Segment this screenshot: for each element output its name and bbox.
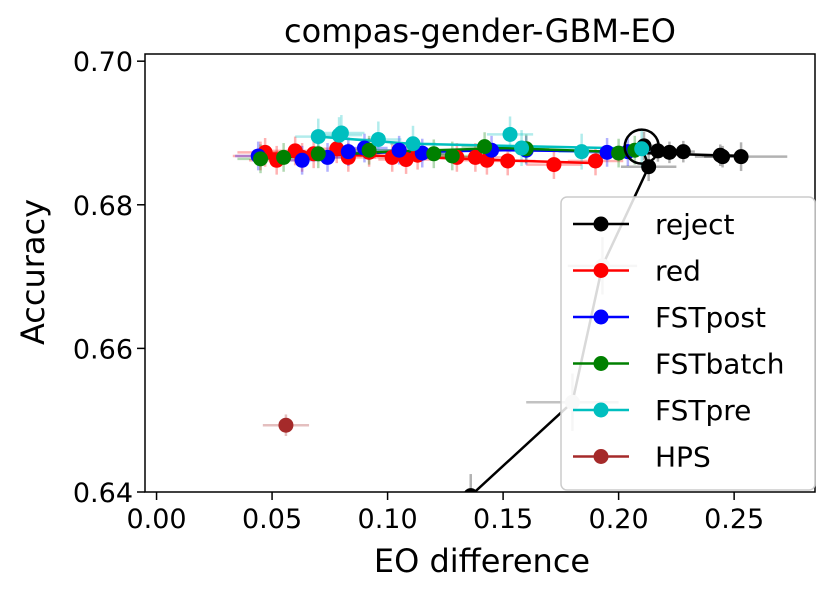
reject-point bbox=[661, 144, 677, 160]
x-tick-label: 0.05 bbox=[242, 504, 302, 535]
legend-label-red: red bbox=[655, 255, 701, 288]
FSTpre-line bbox=[318, 135, 642, 151]
legend-marker-HPS bbox=[593, 449, 609, 464]
series-markers bbox=[250, 125, 749, 492]
x-tick-label: 0.15 bbox=[473, 504, 533, 535]
y-tick-label: 0.68 bbox=[73, 191, 133, 222]
legend-label-FSTpre: FSTpre bbox=[655, 394, 751, 427]
FSTbatch-point bbox=[444, 148, 460, 164]
x-tick-label: 0.00 bbox=[126, 504, 186, 535]
FSTpre-point bbox=[634, 141, 650, 157]
legend-marker-red bbox=[593, 263, 609, 278]
FSTpre-point bbox=[514, 140, 530, 156]
FSTpost-point bbox=[414, 145, 430, 161]
red-point bbox=[546, 157, 562, 173]
FSTpost-point bbox=[599, 144, 615, 160]
legend-label-HPS: HPS bbox=[655, 441, 711, 474]
FSTbatch-point bbox=[310, 146, 326, 162]
FSTpost-point bbox=[294, 152, 310, 168]
y-tick-label: 0.66 bbox=[73, 334, 133, 365]
x-axis-label: EO difference bbox=[374, 542, 590, 580]
FSTbatch-point bbox=[361, 142, 377, 158]
x-tick-label: 0.10 bbox=[358, 504, 418, 535]
axis-ticks: 0.00 0.05 0.10 0.15 0.20 0.25 0.64 0.66 0.68 0.70 bbox=[73, 47, 764, 535]
plot-area bbox=[232, 115, 788, 492]
highlight-circle bbox=[623, 128, 660, 165]
legend: reject red FSTpost FSTbatch FSTpre HPS bbox=[560, 196, 816, 491]
y-axis-label: Accuracy bbox=[14, 199, 52, 345]
reject-point bbox=[715, 149, 731, 165]
FSTbatch-point bbox=[276, 149, 292, 165]
legend-marker-FSTbatch bbox=[593, 356, 609, 371]
FSTbatch-point bbox=[477, 139, 493, 155]
FSTbatch-point bbox=[611, 145, 627, 161]
legend-marker-FSTpost bbox=[593, 309, 609, 325]
legend-marker-reject bbox=[593, 216, 609, 232]
red-point bbox=[588, 153, 604, 169]
legend-label-reject: reject bbox=[655, 208, 735, 241]
legend-label-FSTbatch: FSTbatch bbox=[655, 348, 785, 381]
FSTpre-point bbox=[370, 131, 386, 147]
FSTpre-point bbox=[574, 144, 590, 160]
legend-label-FSTpost: FSTpost bbox=[655, 301, 766, 334]
FSTpre-point bbox=[405, 136, 421, 152]
FSTbatch-point bbox=[426, 146, 442, 162]
FSTpost-point bbox=[340, 144, 356, 160]
y-tick-label: 0.70 bbox=[73, 47, 133, 78]
x-tick-label: 0.20 bbox=[589, 504, 649, 535]
FSTpre-point bbox=[502, 126, 518, 142]
reject-point bbox=[733, 149, 749, 165]
y-tick-label: 0.64 bbox=[73, 478, 133, 509]
red-point bbox=[467, 149, 483, 165]
FSTpre-point bbox=[310, 129, 326, 145]
reject-point bbox=[464, 488, 478, 492]
x-tick-label: 0.25 bbox=[704, 504, 764, 535]
chart-title: compas-gender-GBM-EO bbox=[284, 12, 676, 50]
reject-point bbox=[675, 144, 691, 160]
red-point bbox=[500, 153, 516, 169]
FSTpre-point bbox=[333, 125, 349, 141]
legend-marker-FSTpre bbox=[593, 402, 609, 418]
FSTbatch-point bbox=[253, 151, 269, 167]
FSTpost-point bbox=[391, 142, 407, 158]
HPS-point bbox=[278, 417, 294, 433]
